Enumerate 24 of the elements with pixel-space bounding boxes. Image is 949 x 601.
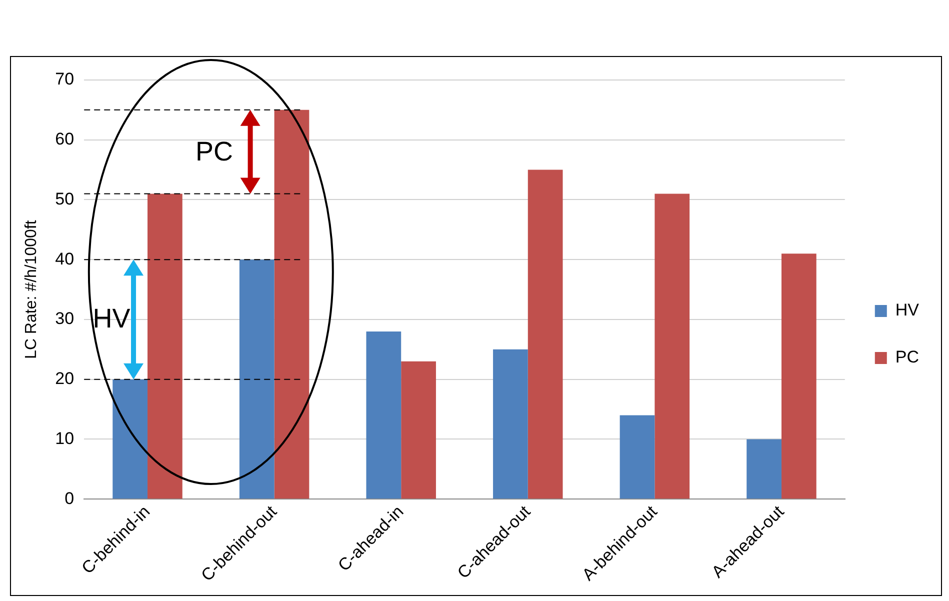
bar [366, 331, 402, 499]
y-tick-label: 70 [55, 70, 74, 89]
bar [528, 170, 563, 499]
y-tick-label: 50 [55, 189, 74, 208]
y-tick-label: 0 [64, 488, 74, 508]
bar [746, 439, 782, 499]
legend-label: HV [895, 300, 920, 320]
bar [239, 260, 274, 499]
annotation: HV [92, 304, 130, 335]
y-tick-label: 40 [55, 249, 74, 268]
bar [493, 349, 528, 499]
bar [274, 110, 310, 499]
bar [654, 194, 690, 499]
y-tick-label: 30 [55, 309, 74, 328]
bar [148, 194, 182, 499]
annotation: PC [196, 136, 234, 168]
bar [781, 254, 816, 499]
bar [620, 415, 655, 499]
y-axis-title: LC Rate: #/h/1000ft [23, 220, 40, 359]
bar [401, 361, 436, 499]
y-tick-label: 60 [55, 130, 74, 149]
y-tick-label: 20 [55, 369, 74, 388]
legend-label: PC [895, 348, 920, 367]
y-tick-label: 10 [55, 428, 74, 448]
